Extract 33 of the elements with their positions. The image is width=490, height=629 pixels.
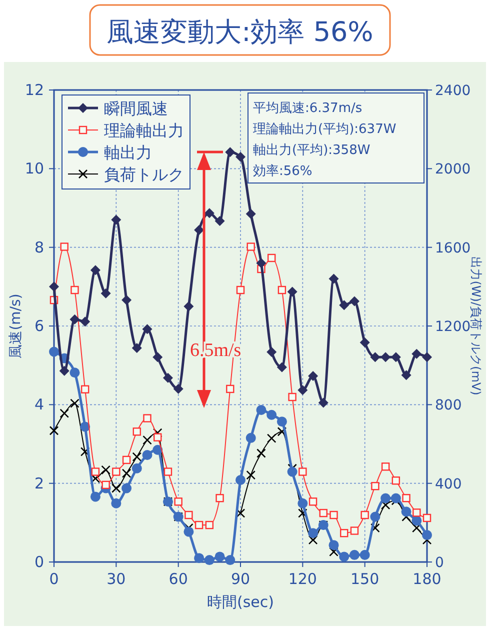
x-axis-title: 時間(sec) <box>207 593 274 611</box>
annotation: 軸出力(平均):358W <box>253 143 370 158</box>
legend-label: 理論軸出力 <box>104 121 184 140</box>
y-tick-label: 10 <box>24 160 44 178</box>
y2-axis-title: 出力(W)/負荷トルク(mV) <box>469 256 483 396</box>
annotation: 理論軸出力(平均):637W <box>253 122 396 137</box>
y2-tick-label: 0 <box>435 555 444 571</box>
legend-label: 負荷トルク <box>104 165 184 184</box>
y-tick-label: 2 <box>34 474 44 492</box>
y-tick-label: 4 <box>34 396 44 414</box>
legend-label: 瞬間風速 <box>104 99 168 118</box>
x-tick-label: 60 <box>168 570 188 588</box>
y-tick-label: 6 <box>34 317 44 335</box>
y2-tick-label: 400 <box>435 476 462 492</box>
x-tick-label: 180 <box>412 570 442 588</box>
legend-label: 軸出力 <box>104 143 152 162</box>
y-tick-label: 8 <box>34 238 44 256</box>
y2-tick-label: 1200 <box>435 319 471 335</box>
y2-tick-label: 1600 <box>435 240 471 256</box>
y2-tick-label: 2000 <box>435 162 471 178</box>
y-tick-label: 0 <box>34 553 44 571</box>
y2-tick-label: 800 <box>435 398 462 414</box>
chart-title: 風速変動大:効率 56% <box>106 17 374 48</box>
x-tick-label: 0 <box>49 570 59 588</box>
x-tick-label: 30 <box>106 570 126 588</box>
y2-tick-label: 2400 <box>435 83 471 99</box>
y-axis-title: 風速(m/s) <box>8 294 24 358</box>
x-tick-label: 90 <box>230 570 250 588</box>
x-tick-label: 120 <box>288 570 317 588</box>
x-tick-label: 150 <box>350 570 380 588</box>
annotation: 効率:56% <box>253 163 312 179</box>
annotation: 平均風速:6.37m/s <box>253 101 362 116</box>
y-tick-label: 12 <box>24 81 44 99</box>
